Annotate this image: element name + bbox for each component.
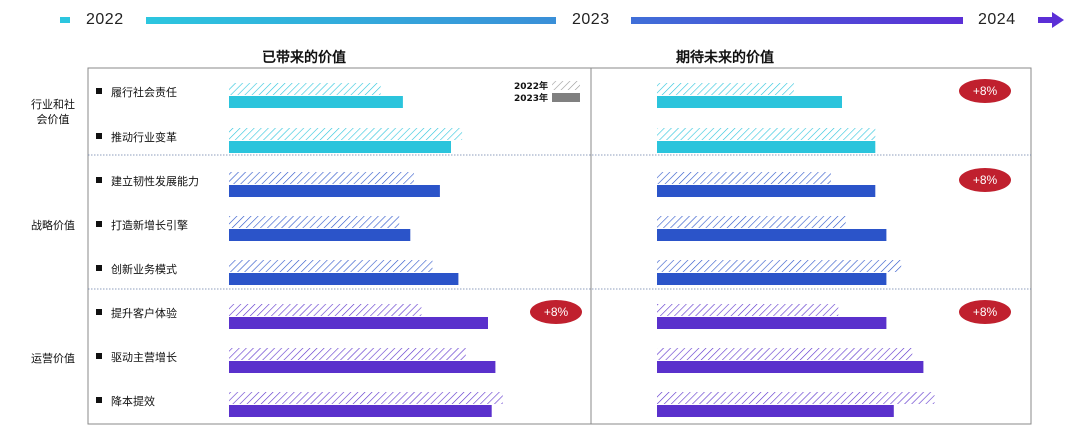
growth-badge bbox=[530, 300, 582, 324]
timeline-start-marker bbox=[60, 17, 70, 23]
year-2022: 2022 bbox=[86, 11, 124, 28]
year-2023: 2023 bbox=[572, 11, 610, 28]
bar-2023 bbox=[657, 185, 876, 197]
item-label: 驱动主营增长 bbox=[111, 350, 177, 364]
timeline-line-2023-2024 bbox=[631, 17, 963, 24]
bar-2023 bbox=[229, 229, 411, 241]
bar-2023 bbox=[229, 405, 492, 417]
bar-2022 bbox=[229, 260, 433, 272]
item-label: 打造新增长引擎 bbox=[111, 218, 188, 232]
bar-2022 bbox=[229, 128, 463, 140]
item-bullet bbox=[96, 88, 102, 94]
legend-label-2023: 2023年 bbox=[514, 92, 548, 104]
item-bullet bbox=[96, 133, 102, 139]
bar-2022 bbox=[229, 304, 422, 316]
bar-2022 bbox=[657, 348, 913, 360]
growth-badge-label: +8% bbox=[973, 305, 998, 319]
group-label: 会价值 bbox=[37, 113, 70, 126]
bar-2023 bbox=[657, 405, 894, 417]
bar-2023 bbox=[657, 96, 842, 108]
year-2024: 2024 bbox=[978, 11, 1016, 28]
legend-swatch-2023 bbox=[552, 93, 580, 102]
bar-2022 bbox=[229, 348, 466, 360]
bar-2022 bbox=[229, 392, 503, 404]
bar-2023 bbox=[657, 141, 876, 153]
item-label: 履行社会责任 bbox=[111, 85, 177, 99]
bar-2022 bbox=[657, 83, 794, 95]
bar-2022 bbox=[229, 172, 414, 184]
growth-badge bbox=[959, 79, 1011, 103]
bar-2023 bbox=[229, 141, 451, 153]
item-bullet bbox=[96, 309, 102, 315]
bar-2023 bbox=[657, 317, 887, 329]
item-label: 推动行业变革 bbox=[111, 130, 177, 144]
timeline: 2022 2023 2024 bbox=[0, 0, 1080, 44]
growth-badge-label: +8% bbox=[973, 84, 998, 98]
group-label: 行业和社 bbox=[31, 97, 75, 111]
item-bullet bbox=[96, 221, 102, 227]
item-label: 创新业务模式 bbox=[111, 262, 177, 276]
chart-frame bbox=[87, 67, 1032, 425]
group-label: 运营价值 bbox=[31, 351, 75, 365]
growth-badge-label: +8% bbox=[973, 173, 998, 187]
bar-2023 bbox=[229, 273, 459, 285]
panel-title-delivered: 已带来的价值 bbox=[262, 50, 346, 66]
bar-2023 bbox=[657, 273, 887, 285]
bar-2022 bbox=[657, 128, 876, 140]
item-label: 降本提效 bbox=[111, 394, 155, 408]
legend-label-2022: 2022年 bbox=[514, 80, 548, 92]
bar-2023 bbox=[229, 185, 440, 197]
bar-2023 bbox=[229, 361, 496, 373]
timeline-line-2022-2023 bbox=[146, 17, 556, 24]
legend-swatch-2022 bbox=[552, 81, 580, 90]
growth-badge bbox=[959, 300, 1011, 324]
growth-badge bbox=[959, 168, 1011, 192]
arrow-right-icon bbox=[1038, 12, 1064, 28]
item-bullet bbox=[96, 353, 102, 359]
item-label: 提升客户体验 bbox=[111, 306, 177, 320]
bar-2022 bbox=[657, 172, 831, 184]
bar-2023 bbox=[229, 96, 403, 108]
bar-2022 bbox=[229, 83, 381, 95]
item-bullet bbox=[96, 397, 102, 403]
bar-2023 bbox=[229, 317, 488, 329]
bar-2023 bbox=[657, 229, 887, 241]
item-label: 建立韧性发展能力 bbox=[111, 174, 199, 188]
bar-2022 bbox=[657, 216, 846, 228]
group-label: 战略价值 bbox=[31, 218, 75, 232]
panel-title-expected: 期待未来的价值 bbox=[676, 50, 774, 66]
item-bullet bbox=[96, 177, 102, 183]
bar-2023 bbox=[657, 361, 924, 373]
item-bullet bbox=[96, 265, 102, 271]
growth-badge-label: +8% bbox=[544, 305, 569, 319]
bar-2022 bbox=[229, 216, 400, 228]
bar-2022 bbox=[657, 304, 839, 316]
bar-2022 bbox=[657, 392, 935, 404]
bar-2022 bbox=[657, 260, 902, 272]
